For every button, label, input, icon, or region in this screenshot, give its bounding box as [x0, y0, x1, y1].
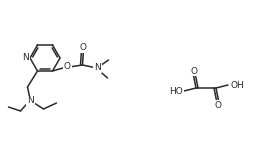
Text: O: O	[190, 67, 197, 76]
Text: N: N	[94, 63, 101, 73]
Text: O: O	[64, 62, 71, 71]
Text: O: O	[214, 100, 221, 109]
Text: OH: OH	[230, 81, 244, 89]
Text: HO: HO	[169, 87, 183, 95]
Text: N: N	[27, 97, 34, 106]
Text: O: O	[79, 43, 86, 52]
Text: N: N	[22, 54, 29, 62]
